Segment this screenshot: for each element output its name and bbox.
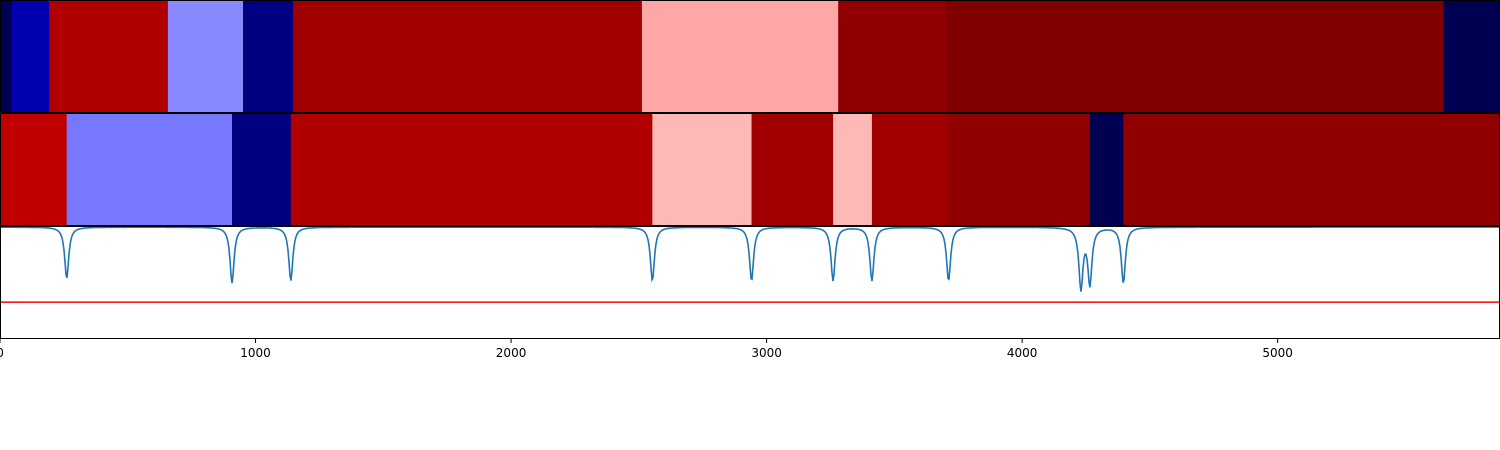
heatmap-segment-2-6: [751, 113, 834, 225]
heatmap-segment-2-3: [232, 113, 292, 225]
x-tick-label-1: 0: [0, 346, 4, 360]
heatmap-row-2: [0, 113, 1500, 225]
heatmap-segment-1-3: [49, 0, 169, 112]
heatmap-segment-1-8: [838, 0, 946, 112]
heatmap-segment-2-11: [1123, 113, 1500, 225]
heatmap-segment-1-4: [167, 0, 244, 112]
x-tick-label-5: 4000: [1007, 346, 1038, 360]
heatmap-segment-2-10: [1089, 113, 1124, 225]
heatmap-segment-2-1: [0, 113, 68, 225]
heatmap-segment-1-2: [11, 0, 50, 112]
x-tick-label-3: 2000: [496, 346, 527, 360]
panel-frame-3: [0, 226, 1500, 339]
heatmap-segment-2-4: [290, 113, 653, 225]
heatmap-segment-2-7: [833, 113, 873, 225]
heatmap-segment-1-9: [945, 0, 1445, 112]
heatmap-segment-1-5: [243, 0, 294, 112]
heatmap-segment-1-7: [641, 0, 839, 112]
x-axis: 0 1000 2000 3000 4000 5000: [0, 339, 1293, 360]
x-tick-label-4: 3000: [751, 346, 782, 360]
x-tick-label-2: 1000: [240, 346, 271, 360]
heatmap-segment-1-6: [293, 0, 643, 112]
x-tick-label-6: 5000: [1262, 346, 1293, 360]
heatmap-segment-2-9: [948, 113, 1091, 225]
heatmap-segment-1-1: [0, 0, 12, 112]
signal-line: [0, 226, 1500, 292]
signal-panel: [0, 226, 1500, 303]
heatmap-segment-2-8: [871, 113, 950, 225]
heatmap-segment-1-10: [1443, 0, 1500, 112]
heatmap-segment-2-5: [652, 113, 753, 225]
heatmap-row-1: [0, 0, 1500, 112]
heatmap-segment-2-2: [66, 113, 233, 225]
